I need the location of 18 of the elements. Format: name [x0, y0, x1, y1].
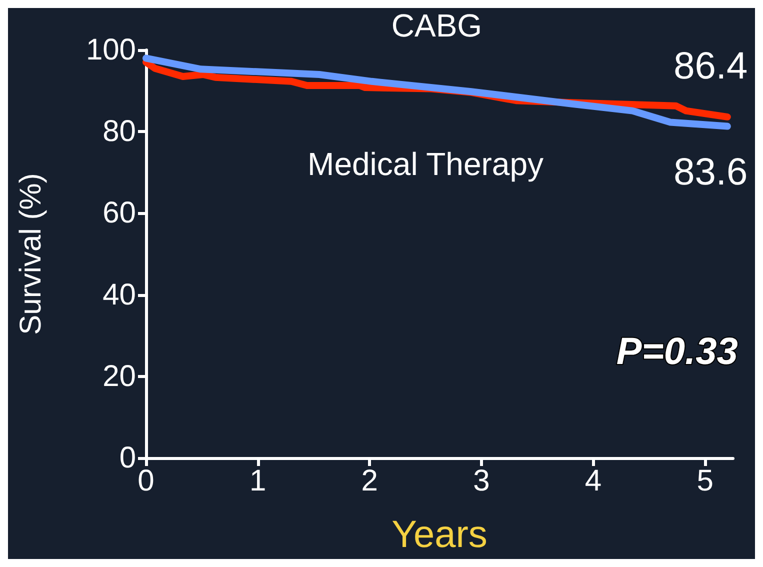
x-axis-title: Years: [392, 514, 488, 556]
x-tick-label: 1: [249, 464, 266, 498]
y-tick-label: 60: [102, 196, 136, 230]
y-tick-label: 20: [102, 360, 136, 393]
x-tick-label: 3: [473, 464, 490, 498]
y-tick-label: 80: [102, 115, 136, 148]
x-tick-label: 4: [584, 464, 602, 498]
annotation: P=0.33: [616, 330, 738, 373]
series-label: Medical Therapy: [308, 146, 544, 182]
y-axis-title: Survival (%): [14, 173, 48, 335]
x-tick-label: 2: [361, 464, 378, 498]
y-tick-label: 40: [102, 278, 136, 312]
y-tick-label: 0: [119, 442, 136, 474]
x-tick-label: 5: [696, 464, 714, 498]
annotation: 83.6: [674, 151, 748, 194]
annotation: 86.4: [674, 45, 748, 88]
series-label: CABG: [391, 8, 482, 44]
y-tick-label: 100: [86, 34, 136, 66]
